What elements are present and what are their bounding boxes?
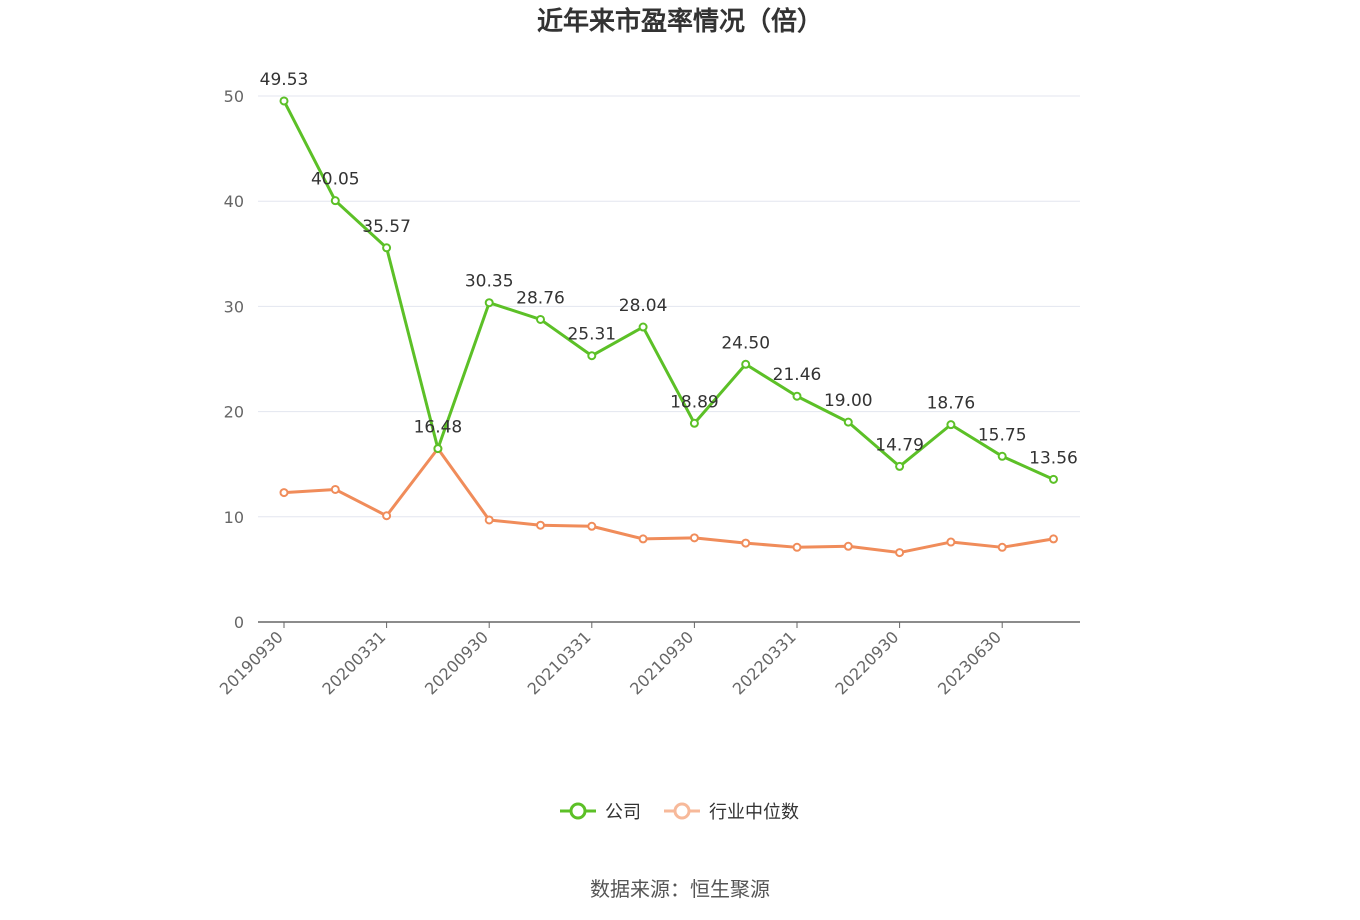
- y-tick-label: 30: [224, 297, 244, 316]
- data-point: [433, 444, 443, 454]
- data-label: 40.05: [311, 170, 360, 190]
- data-point: [382, 511, 392, 521]
- series-line: [283, 447, 1054, 555]
- data-label: 35.57: [362, 217, 411, 237]
- data-labels: 49.53 40.05 35.57 16.48 30.3528.7625.3128.04…: [260, 70, 1078, 468]
- data-point: [689, 533, 699, 543]
- legend[interactable]: 公司 行业中位数: [560, 802, 799, 823]
- y-axis-ticks: 0 10 20 30 40 50: [224, 87, 244, 632]
- source-note: 数据来源：恒生聚源: [590, 877, 770, 901]
- legend-label: 行业中位数: [709, 802, 799, 823]
- series-group: [279, 96, 1058, 558]
- chart-title: 近年来市盈率情况（倍）: [537, 6, 823, 37]
- data-label: 30.35: [465, 272, 514, 292]
- data-point: [279, 96, 289, 106]
- data-label: 13.56: [1029, 448, 1078, 468]
- data-label: 15.75: [978, 425, 1027, 445]
- y-tick-label: 20: [224, 403, 244, 422]
- x-tick-label: 20210930: [626, 627, 697, 698]
- x-tick-label: 20220930: [831, 627, 902, 698]
- legend-marker: [673, 802, 691, 820]
- x-axis-ticks: 20190930 20200331 20200930 20210331 20210930…: [216, 622, 1005, 698]
- series-line: [282, 100, 1055, 481]
- data-point: [792, 391, 802, 401]
- data-point: [843, 417, 853, 427]
- data-point: [946, 537, 956, 547]
- data-point: [792, 542, 802, 552]
- data-point: [330, 484, 340, 494]
- data-point: [946, 420, 956, 430]
- data-label: 28.76: [516, 288, 565, 308]
- legend-marker: [569, 802, 587, 820]
- x-tick-label: 20200930: [421, 627, 492, 698]
- y-tick-label: 40: [224, 192, 244, 211]
- data-label: 16.48: [414, 418, 463, 438]
- data-label: 21.46: [773, 365, 822, 385]
- data-point: [536, 520, 545, 530]
- data-label: 18.89: [670, 392, 719, 412]
- data-label: 18.76: [927, 394, 976, 414]
- y-tick-label: 50: [224, 87, 244, 106]
- data-point: [997, 542, 1007, 552]
- data-point: [895, 461, 905, 471]
- grid-lines: [258, 95, 1080, 518]
- data-point: [843, 541, 853, 551]
- legend-label: 公司: [605, 802, 641, 823]
- x-tick-label: 20190930: [216, 627, 287, 698]
- data-point: [587, 351, 597, 361]
- data-point: [997, 451, 1007, 461]
- data-point: [741, 538, 751, 548]
- data-label: 24.50: [721, 333, 770, 353]
- data-point: [895, 548, 905, 558]
- data-point: [638, 534, 648, 544]
- x-tick-label: 20220331: [729, 627, 800, 698]
- data-point: [484, 515, 494, 525]
- data-point: [1049, 474, 1058, 484]
- data-label: 14.79: [875, 435, 924, 455]
- data-point: [279, 488, 289, 498]
- x-tick-label: 20230630: [934, 627, 1005, 698]
- data-point: [536, 314, 545, 324]
- data-label: 25.31: [567, 325, 616, 345]
- x-tick-label: 20200331: [318, 627, 389, 698]
- data-point: [484, 298, 494, 308]
- data-point: [1049, 534, 1058, 544]
- data-point: [741, 359, 751, 369]
- data-point: [587, 521, 597, 531]
- data-point: [382, 243, 392, 253]
- data-point: [330, 196, 340, 206]
- y-tick-label: 0: [234, 613, 244, 632]
- data-label: 49.53: [260, 70, 309, 90]
- y-tick-label: 10: [224, 508, 244, 527]
- data-point: [638, 322, 648, 332]
- data-point: [689, 418, 699, 428]
- x-tick-label: 20210331: [524, 627, 595, 698]
- data-label: 19.00: [824, 391, 873, 411]
- data-label: 28.04: [619, 296, 668, 316]
